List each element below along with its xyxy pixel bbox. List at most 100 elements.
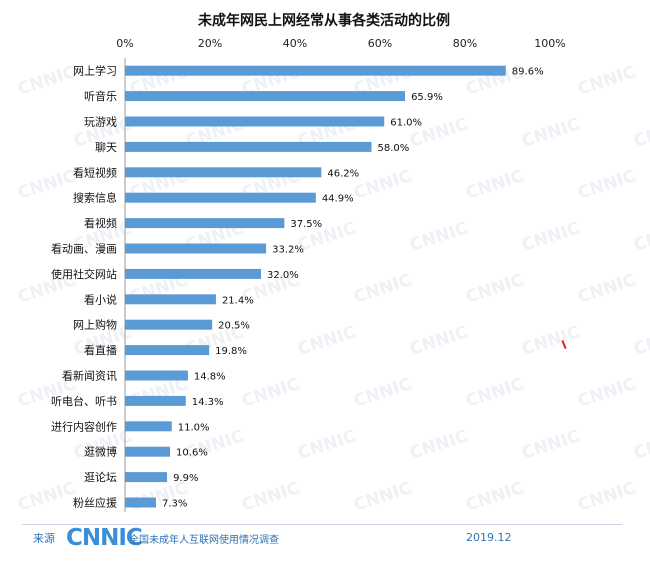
bar <box>125 446 171 457</box>
category-label: 网上学习 <box>73 64 117 78</box>
value-label: 37.5% <box>290 219 322 230</box>
category-label: 聊天 <box>95 140 117 154</box>
bar <box>125 294 216 305</box>
value-label: 89.6% <box>512 67 544 78</box>
watermark-29: CNNIC <box>575 270 638 307</box>
watermark-35: CNNIC <box>631 322 650 359</box>
watermark-52: CNNIC <box>463 478 526 515</box>
bar <box>125 243 267 254</box>
watermark-44: CNNIC <box>295 426 358 463</box>
value-label: 20.5% <box>218 321 250 332</box>
bar <box>125 421 172 432</box>
watermark-17: CNNIC <box>575 166 638 203</box>
bar <box>125 319 213 330</box>
x-tick-label: 60% <box>368 37 392 50</box>
category-label: 使用社交网站 <box>51 267 117 281</box>
value-label: 19.8% <box>215 346 247 357</box>
bar <box>125 370 188 381</box>
x-tick-label: 20% <box>198 37 222 50</box>
value-label: 33.2% <box>272 245 304 256</box>
value-label: 58.0% <box>378 143 410 154</box>
watermark-39: CNNIC <box>351 374 414 411</box>
category-label: 粉丝应援 <box>73 496 117 510</box>
value-label: 14.8% <box>194 372 226 383</box>
watermark-45: CNNIC <box>407 426 470 463</box>
watermark-33: CNNIC <box>407 322 470 359</box>
watermark-46: CNNIC <box>519 426 582 463</box>
watermark-10: CNNIC <box>519 114 582 151</box>
watermark-47: CNNIC <box>631 426 650 463</box>
cnnic-logo: CNNIC <box>66 525 143 551</box>
watermark-0: CNNIC <box>15 62 78 99</box>
watermark-38: CNNIC <box>239 374 302 411</box>
watermark-23: CNNIC <box>631 218 650 255</box>
category-label: 玩游戏 <box>84 116 117 129</box>
watermark-34: CNNIC <box>519 322 582 359</box>
footer: 来源 CNNIC 全国未成年人互联网使用情况调查 2019.12 <box>22 524 622 551</box>
watermark-32: CNNIC <box>295 322 358 359</box>
value-label: 65.9% <box>411 92 443 103</box>
watermark-41: CNNIC <box>575 374 638 411</box>
watermark-16: CNNIC <box>463 166 526 203</box>
category-label: 看新闻资讯 <box>62 369 117 383</box>
category-label: 看短视频 <box>73 165 117 179</box>
bar <box>125 167 322 178</box>
bar <box>125 91 406 102</box>
bar <box>125 116 385 127</box>
category-label: 进行内容创作 <box>51 419 117 433</box>
value-label: 44.9% <box>322 194 354 205</box>
x-tick-label: 40% <box>283 37 307 50</box>
value-label: 11.0% <box>178 422 210 433</box>
bar <box>125 345 210 356</box>
watermark-50: CNNIC <box>239 478 302 515</box>
category-label: 逛论坛 <box>84 470 117 484</box>
value-label: 32.0% <box>267 270 299 281</box>
watermark-53: CNNIC <box>575 478 638 515</box>
x-tick-label: 0% <box>116 37 133 50</box>
x-tick-label: 100% <box>534 37 565 50</box>
watermark-21: CNNIC <box>407 218 470 255</box>
value-label: 9.9% <box>173 473 198 484</box>
bars-group: 网上学习 89.6% 听音乐 65.9% 玩游戏 61.0% 聊天 58.0% 看短视频 46.2… <box>51 64 544 510</box>
category-label: 听电台、听书 <box>51 394 117 408</box>
bar <box>125 65 506 76</box>
watermark-28: CNNIC <box>463 270 526 307</box>
chart-title: 未成年网民上网经常从事各类活动的比例 <box>198 12 450 29</box>
bar <box>125 218 285 229</box>
category-label: 听音乐 <box>84 89 117 103</box>
category-label: 网上购物 <box>73 318 117 332</box>
value-label: 10.6% <box>176 448 208 459</box>
bar <box>125 141 372 152</box>
watermark-5: CNNIC <box>575 62 638 99</box>
report-date: 2019.12 <box>466 531 512 544</box>
value-label: 7.3% <box>162 499 187 510</box>
category-label: 逛微博 <box>84 445 117 459</box>
watermark-40: CNNIC <box>463 374 526 411</box>
value-label: 21.4% <box>222 295 254 306</box>
watermark-27: CNNIC <box>351 270 414 307</box>
bar <box>125 497 157 508</box>
value-label: 14.3% <box>192 397 224 408</box>
value-label: 61.0% <box>390 118 422 129</box>
bar <box>125 395 186 406</box>
category-label: 看动画、漫画 <box>51 242 117 256</box>
category-label: 搜索信息 <box>73 191 117 205</box>
watermark-11: CNNIC <box>631 114 650 151</box>
watermark-22: CNNIC <box>519 218 582 255</box>
bar <box>125 268 261 279</box>
survey-name: 全国未成年人互联网使用情况调查 <box>129 535 279 546</box>
watermark-15: CNNIC <box>351 166 414 203</box>
bar <box>125 192 316 203</box>
category-label: 看小说 <box>84 292 117 306</box>
source-label: 来源 <box>33 532 55 545</box>
bar <box>125 472 168 483</box>
x-axis-ticks: 0% 20% 40% 60% 80% 100% <box>116 37 565 50</box>
watermark-48: CNNIC <box>15 478 78 515</box>
watermark-51: CNNIC <box>351 478 414 515</box>
x-tick-label: 80% <box>453 37 477 50</box>
category-label: 看直播 <box>84 343 117 357</box>
watermark-12: CNNIC <box>15 166 78 203</box>
value-label: 46.2% <box>327 168 359 179</box>
category-label: 看视频 <box>84 216 117 230</box>
